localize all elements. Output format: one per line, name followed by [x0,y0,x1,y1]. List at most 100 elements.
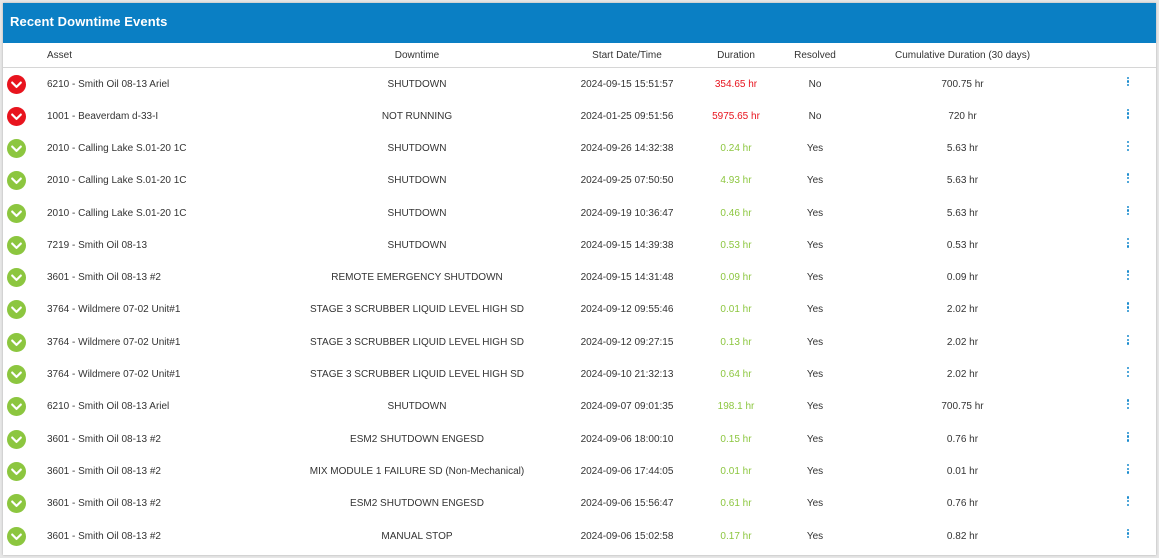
chevron-down-icon[interactable] [7,397,26,417]
row-menu-icon[interactable] [1125,76,1131,89]
asset-cell: 6210 - Smith Oil 08-13 Ariel [47,78,170,90]
row-menu-icon[interactable] [1125,205,1131,218]
downtime-cell: ESM2 SHUTDOWN ENGESD [350,433,484,445]
table-row[interactable]: 3764 - Wildmere 07-02 Unit#1 STAGE 3 SCRU… [3,326,1156,358]
asset-cell: 2010 - Calling Lake S.01-20 1C [47,207,187,219]
downtime-cell: SHUTDOWN [387,78,447,90]
asset-cell: 3601 - Smith Oil 08-13 #2 [47,272,161,284]
table-row[interactable]: 2010 - Calling Lake S.01-20 1C SHUTDOWN 20… [3,197,1156,229]
row-menu-icon[interactable] [1125,140,1131,153]
duration-cell: 4.93 hr [720,175,752,187]
chevron-down-icon[interactable] [7,138,26,158]
cumulative-cell: 5.63 hr [946,207,979,219]
table-row[interactable]: 3601 - Smith Oil 08-13 #2 REMOTE EMERGENC… [3,261,1156,293]
resolved-cell: Yes [806,498,824,510]
table-row[interactable]: 2010 - Calling Lake S.01-20 1C SHUTDOWN 20… [3,132,1156,164]
cumulative-cell: 720 hr [948,110,977,122]
downtime-cell: MIX MODULE 1 FAILURE SD (Non-Mechanical) [309,465,525,477]
resolved-cell: Yes [806,239,824,251]
column-header-start[interactable]: Start Date/Time [557,43,697,68]
duration-cell: 0.15 hr [720,433,752,445]
resolved-cell: Yes [806,336,824,348]
row-menu-icon[interactable] [1125,270,1131,282]
chevron-down-icon[interactable] [7,106,26,126]
table-row[interactable]: 3601 - Smith Oil 08-13 #2 ESM2 SHUTDOWN E… [3,423,1156,455]
table-row[interactable]: 2010 - Calling Lake S.01-20 1C SHUTDOWN 20… [3,165,1156,197]
duration-cell: 0.64 hr [720,369,752,381]
resolved-cell: Yes [806,401,824,413]
column-header-duration[interactable]: Duration [697,43,775,68]
duration-cell: 198.1 hr [717,401,755,413]
table-row[interactable]: 3601 - Smith Oil 08-13 #2 MANUAL STOP 2024… [3,520,1156,552]
table-row[interactable]: 1001 - Beaverdam d-33-I NOT RUNNING 2024-0… [3,100,1156,132]
start-cell: 2024-01-25 09:51:56 [580,110,674,122]
column-header-asset[interactable]: Asset [47,43,277,68]
start-cell: 2024-09-25 07:50:50 [580,175,674,187]
asset-cell: 2010 - Calling Lake S.01-20 1C [47,142,187,154]
chevron-down-icon[interactable] [7,429,26,449]
status-column-header [3,43,47,68]
row-menu-icon[interactable] [1125,334,1131,347]
cumulative-cell: 0.76 hr [946,433,979,445]
downtime-cell: REMOTE EMERGENCY SHUTDOWN [331,272,503,284]
duration-cell: 0.53 hr [720,239,752,251]
table-row[interactable]: 7219 - Smith Oil 08-13 SHUTDOWN 2024-09-15… [3,229,1156,261]
start-cell: 2024-09-15 15:51:57 [580,78,674,90]
resolved-cell: Yes [806,433,824,445]
table-row[interactable]: 3601 - Smith Oil 08-13 #2 MIX MODULE 1 FA… [3,455,1156,487]
row-menu-icon[interactable] [1125,496,1131,508]
row-menu-icon[interactable] [1125,173,1131,185]
asset-cell: 6210 - Smith Oil 08-13 Ariel [47,401,170,413]
chevron-down-icon[interactable] [7,171,26,191]
duration-cell: 0.01 hr [720,304,752,316]
cumulative-cell: 700.75 hr [941,401,984,413]
row-menu-icon[interactable] [1125,367,1131,379]
start-cell: 2024-09-26 14:32:38 [580,142,674,154]
chevron-down-icon[interactable] [7,332,26,352]
start-cell: 2024-09-15 14:39:38 [580,239,674,251]
chevron-down-icon[interactable] [7,235,26,255]
chevron-down-icon[interactable] [7,300,26,320]
chevron-down-icon[interactable] [7,74,26,94]
start-cell: 2024-09-19 10:36:47 [580,207,674,219]
table-body: 6210 - Smith Oil 08-13 Ariel SHUTDOWN 2024… [3,68,1156,553]
column-header-cumulative[interactable]: Cumulative Duration (30 days) [855,43,1070,68]
downtime-cell: STAGE 3 SCRUBBER LIQUID LEVEL HIGH SD [310,304,524,316]
start-cell: 2024-09-07 09:01:35 [580,401,674,413]
cumulative-cell: 0.76 hr [946,498,979,510]
cumulative-cell: 0.09 hr [946,272,979,284]
chevron-down-icon[interactable] [7,494,26,514]
row-menu-icon[interactable] [1125,528,1131,541]
chevron-down-icon[interactable] [7,268,26,288]
row-menu-icon[interactable] [1125,108,1131,121]
table-row[interactable]: 3764 - Wildmere 07-02 Unit#1 STAGE 3 SCRU… [3,294,1156,326]
row-menu-icon[interactable] [1125,431,1131,444]
chevron-down-icon[interactable] [7,526,26,546]
row-menu-icon[interactable] [1125,399,1131,411]
table-row[interactable]: 6210 - Smith Oil 08-13 Ariel SHUTDOWN 2024… [3,391,1156,423]
chevron-down-icon[interactable] [7,461,26,481]
asset-cell: 3601 - Smith Oil 08-13 #2 [47,433,161,445]
downtime-cell: SHUTDOWN [387,401,447,413]
row-menu-icon[interactable] [1125,302,1131,314]
asset-cell: 2010 - Calling Lake S.01-20 1C [47,175,187,187]
row-menu-icon[interactable] [1125,463,1131,476]
column-header-resolved[interactable]: Resolved [775,43,855,68]
table-row[interactable]: 3601 - Smith Oil 08-13 #2 ESM2 SHUTDOWN E… [3,488,1156,520]
duration-cell: 354.65 hr [714,78,758,90]
chevron-down-icon[interactable] [7,203,26,223]
asset-cell: 7219 - Smith Oil 08-13 [47,239,148,251]
row-menu-icon[interactable] [1125,237,1131,250]
asset-cell: 3764 - Wildmere 07-02 Unit#1 [47,369,181,381]
resolved-cell: Yes [806,272,824,284]
duration-cell: 0.09 hr [720,272,752,284]
start-cell: 2024-09-06 15:02:58 [580,530,674,542]
chevron-down-icon[interactable] [7,365,26,385]
cumulative-cell: 0.82 hr [946,530,979,542]
downtime-cell: SHUTDOWN [387,142,447,154]
resolved-cell: Yes [806,530,824,542]
column-header-downtime[interactable]: Downtime [277,43,557,68]
table-row[interactable]: 6210 - Smith Oil 08-13 Ariel SHUTDOWN 2024… [3,68,1156,101]
resolved-cell: Yes [806,369,824,381]
table-row[interactable]: 3764 - Wildmere 07-02 Unit#1 STAGE 3 SCRU… [3,358,1156,390]
